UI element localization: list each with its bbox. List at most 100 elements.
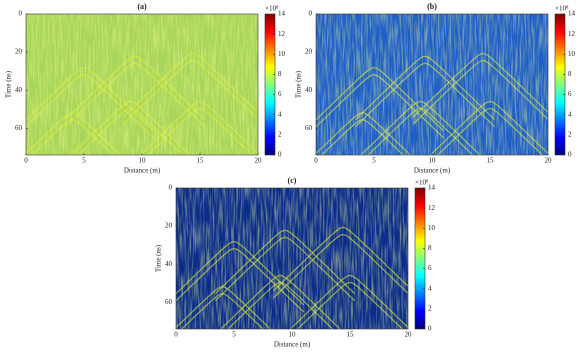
colorbar-tick-label: 6 [278, 90, 282, 98]
y-tick-label: 20 [165, 222, 173, 230]
x-tick-label: 15 [197, 157, 205, 165]
y-tick-label: 20 [305, 48, 313, 56]
reflection-arc [180, 293, 265, 329]
x-tick-label: 5 [372, 157, 376, 165]
x-tick-label: 10 [139, 157, 147, 165]
panel: (b) 0 5 10 15 20 0 20 40 60 Distance (m) Time (ns) 0… [295, 2, 576, 175]
x-tick-label: 15 [347, 331, 355, 339]
reflection-arc [354, 55, 496, 121]
reflection-arc [146, 107, 254, 155]
y-tick-label: 40 [165, 260, 173, 268]
colorbar-label: ×10⁸ [415, 179, 429, 187]
y-axis-label: Time (ns) [5, 70, 13, 98]
heatmap-texture [26, 14, 258, 155]
colorbar-tick-label: 4 [428, 284, 432, 292]
panel-title: (a) [137, 2, 147, 11]
reflection-arc [412, 52, 548, 118]
colorbar-tick-label: 2 [428, 304, 432, 312]
reflection-arc [289, 274, 408, 329]
reflection-arc [30, 119, 115, 155]
reflections [176, 226, 408, 329]
y-tick-label: 0 [19, 10, 23, 18]
colorbar-tick-label: 6 [428, 264, 432, 272]
reflection-arc [272, 226, 408, 292]
x-axis-label: Distance (m) [274, 341, 311, 349]
y-tick-label: 20 [15, 48, 23, 56]
x-tick-label: 10 [289, 331, 297, 339]
x-tick-label: 5 [232, 331, 236, 339]
reflection-arc [436, 107, 544, 155]
reflection-arc [316, 111, 412, 155]
reflection-arc [359, 100, 481, 155]
colorbar-tick-label: 4 [568, 110, 572, 118]
x-axis-label: Distance (m) [414, 167, 451, 175]
colorbar-label: ×10⁸ [265, 5, 279, 13]
reflection-arc [26, 111, 122, 155]
colorbar-tick-label: 8 [428, 244, 432, 252]
colorbar-tick-label: 10 [278, 50, 286, 58]
reflection-arc [64, 62, 206, 128]
colorbar-tick-label: 12 [278, 30, 286, 38]
reflection-arc [77, 107, 184, 155]
colorbar-tick-label: 12 [428, 204, 436, 212]
colorbar-tick-label: 8 [278, 70, 282, 78]
reflection-arc [26, 73, 155, 139]
colorbar-tick-label: 10 [428, 224, 436, 232]
colorbar [554, 13, 566, 156]
colorbar-tick-label: 0 [278, 151, 282, 159]
y-tick-label: 40 [15, 86, 23, 94]
x-tick-label: 0 [314, 157, 318, 165]
reflection-arc [429, 100, 548, 155]
reflection-arc [176, 247, 305, 313]
x-axis-label: Distance (m) [124, 167, 161, 175]
colorbar-label: ×10⁸ [555, 5, 569, 13]
colorbar-tick-label: 2 [278, 130, 282, 138]
x-tick-label: 0 [24, 157, 28, 165]
y-tick-label: 60 [165, 298, 173, 306]
colorbar-tick-label: 10 [568, 50, 576, 58]
y-tick-label: 0 [309, 10, 313, 18]
heatmap-texture [176, 188, 408, 329]
y-tick-label: 40 [305, 86, 313, 94]
panel-title: (c) [288, 176, 297, 185]
reflection-arc [320, 119, 405, 155]
panel: (c) 0 5 10 15 20 0 20 40 60 Distance (m) Time (ns) 0… [155, 176, 436, 349]
x-tick-label: 0 [174, 331, 178, 339]
colorbar-tick-label: 8 [568, 70, 572, 78]
colorbar [414, 187, 426, 330]
x-tick-label: 20 [405, 331, 413, 339]
reflection-arc [219, 274, 341, 329]
y-tick-label: 60 [15, 124, 23, 132]
reflection-arc [214, 236, 356, 302]
y-tick-label: 0 [169, 184, 173, 192]
reflection-arc [69, 100, 191, 155]
x-tick-label: 5 [82, 157, 86, 165]
colorbar-tick-label: 6 [568, 90, 572, 98]
reflection-arc [214, 229, 356, 295]
colorbar-tick-label: 12 [568, 30, 576, 38]
colorbar-tick-label: 0 [428, 325, 432, 333]
colorbar-tick-label: 4 [278, 110, 282, 118]
reflection-arc [122, 52, 258, 118]
reflection-arc [176, 285, 272, 329]
heatmap-texture [316, 14, 548, 155]
reflections [26, 52, 258, 155]
y-axis-label: Time (ns) [295, 70, 303, 98]
reflection-arc [227, 281, 334, 329]
panel-title: (b) [427, 2, 437, 11]
x-tick-label: 20 [545, 157, 553, 165]
reflection-arc [354, 62, 496, 128]
colorbar-tick-label: 0 [568, 151, 572, 159]
reflection-arc [316, 73, 445, 139]
reflection-arc [139, 100, 258, 155]
x-tick-label: 10 [429, 157, 437, 165]
colorbar-tick-label: 14 [568, 10, 576, 18]
colorbar [264, 13, 276, 156]
reflection-arc [64, 55, 206, 121]
colorbar-tick-label: 2 [568, 130, 572, 138]
reflection-arc [367, 107, 474, 155]
x-tick-label: 15 [487, 157, 495, 165]
reflection-arc [296, 281, 404, 329]
x-tick-label: 20 [255, 157, 263, 165]
